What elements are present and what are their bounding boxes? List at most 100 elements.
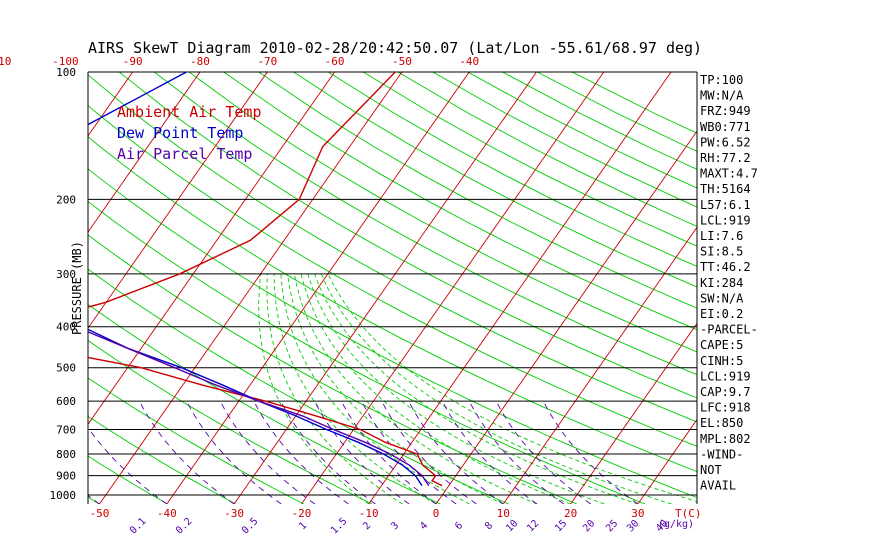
dry-adiabat-line — [119, 72, 697, 399]
dry-adiabat-line — [88, 74, 697, 423]
mixing-ratio-label: 3 — [389, 520, 401, 532]
dry-adiabat-line — [153, 72, 697, 376]
index-text: CAP:9.7 — [700, 385, 751, 399]
moist-adiabat-line — [280, 273, 470, 504]
mixing-ratio-label: 0.1 — [128, 516, 149, 537]
y-axis-label: PRESSURE (MB) — [70, 241, 84, 335]
bottom-temp-tick-label: 0 — [433, 507, 440, 520]
mixing-ratio-line — [361, 400, 457, 504]
index-text: CAPE:5 — [700, 338, 743, 352]
pressure-tick-label: 300 — [56, 268, 76, 281]
index-text: PW:6.52 — [700, 135, 751, 149]
dew-point-temp-line — [88, 72, 423, 486]
mixing-ratio-line — [139, 400, 235, 504]
dry-adiabat-line — [88, 268, 509, 504]
mixing-ratio-line — [408, 400, 504, 504]
isotherm-line — [166, 72, 470, 504]
dry-adiabat-line — [88, 415, 236, 504]
index-text: WB0:771 — [700, 120, 751, 134]
top-temp-tick-label: -110 — [0, 55, 11, 68]
dry-adiabat-line — [88, 496, 100, 504]
dry-adiabat-line — [328, 72, 697, 267]
top-temp-tick-label: -60 — [325, 55, 345, 68]
mixing-ratio-line — [341, 400, 437, 504]
index-text: TH:5164 — [700, 182, 751, 196]
isotherm-line — [88, 72, 134, 137]
bottom-temp-tick-label: -40 — [157, 507, 177, 520]
isotherm-line — [88, 72, 268, 329]
mixing-ratio-label: 30 — [625, 518, 641, 534]
dry-adiabat-line — [88, 104, 697, 447]
dry-adiabats — [0, 72, 697, 504]
index-text: EI:0.2 — [700, 307, 743, 321]
dry-adiabat-line — [88, 234, 577, 504]
bottom-temp-tick-label: 30 — [631, 507, 644, 520]
mixing-ratio-label: 0.2 — [174, 516, 195, 537]
index-text: AVAIL — [700, 479, 736, 493]
isotherm-line — [637, 418, 697, 504]
isotherm-line — [99, 72, 403, 504]
moist-adiabat-line — [287, 273, 504, 504]
isotherm-line — [301, 72, 605, 504]
mixing-ratio-line — [280, 400, 376, 504]
isobars — [87, 71, 698, 504]
index-text: MPL:802 — [700, 432, 751, 446]
index-text: MAXT:4.7 — [700, 167, 758, 181]
index-text: SI:8.5 — [700, 245, 743, 259]
dry-adiabat-line — [502, 72, 697, 170]
bottom-temp-tick-label: -10 — [359, 507, 379, 520]
index-text: L57:6.1 — [700, 198, 751, 212]
pressure-tick-label: 500 — [56, 362, 76, 375]
pressure-tick-label: 600 — [56, 395, 76, 408]
dry-adiabat-line — [88, 303, 441, 504]
mixing-ratio-line — [0, 401, 32, 504]
mixing-ratio-line — [314, 400, 410, 504]
index-text: LCL:919 — [700, 369, 751, 383]
isotherm-line — [435, 130, 697, 504]
dry-adiabat-line — [223, 72, 697, 331]
index-text: LFC:918 — [700, 401, 751, 415]
mixing-ratio-label: 2 — [361, 520, 373, 532]
bottom-temp-tick-label: -30 — [224, 507, 244, 520]
index-text: -PARCEL- — [700, 323, 758, 337]
mixing-ratio-label: 8 — [483, 520, 495, 532]
mixing-ratio-label: 4 — [418, 520, 430, 532]
pressure-tick-label: 800 — [56, 448, 76, 461]
isotherm-line — [368, 72, 672, 504]
index-text: EL:850 — [700, 416, 743, 430]
mixing-ratio-line — [186, 400, 282, 504]
index-text: NOT — [700, 463, 722, 477]
isotherm-line — [88, 72, 201, 233]
dry-adiabat-line — [88, 340, 373, 504]
chart-title: AIRS SkewT Diagram 2010-02-28/20:42:50.0… — [88, 39, 702, 57]
mixing-ratio-label: 20 — [581, 518, 597, 534]
isotherm-line — [570, 322, 697, 504]
bottom-unit-label: T(C) — [675, 507, 702, 520]
moist-adiabat-line — [320, 273, 672, 504]
mixing-ratio-unit: (g/kg) — [658, 519, 694, 530]
mixing-ratio-line — [253, 400, 349, 504]
top-temp-tick-label: -50 — [392, 55, 412, 68]
dry-adiabat-line — [88, 455, 168, 504]
index-text: CINH:5 — [700, 354, 743, 368]
index-text: KI:284 — [700, 276, 743, 290]
index-text: TT:46.2 — [700, 260, 751, 274]
dry-adiabat-line — [0, 72, 31, 504]
top-temp-tick-label: -40 — [459, 55, 479, 68]
mixing-ratio-line — [219, 400, 316, 504]
mixing-ratio-label: 1.5 — [329, 516, 350, 537]
dry-adiabat-line — [88, 200, 646, 504]
isotherm-line — [88, 72, 335, 426]
isotherm-line — [773, 72, 870, 504]
isotherms — [88, 72, 870, 504]
moist-adiabat-line — [314, 273, 639, 504]
dry-adiabat-line — [397, 72, 697, 227]
dry-adiabat-line — [467, 72, 697, 189]
index-text: RH:77.2 — [700, 151, 751, 165]
pressure-tick-label: 200 — [56, 193, 76, 206]
index-text: FRZ:949 — [700, 104, 751, 118]
isotherm-line — [840, 72, 870, 504]
mixing-ratio-line — [88, 426, 168, 504]
